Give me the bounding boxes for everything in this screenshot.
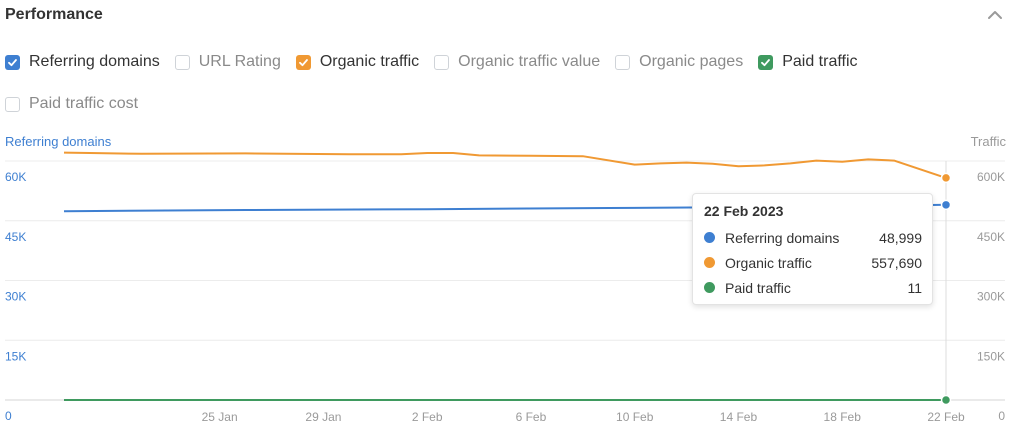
x-tick-label: 18 Feb	[824, 410, 862, 424]
left-axis-title: Referring domains	[5, 134, 112, 149]
series-point-referring-domains	[940, 199, 952, 211]
tooltip-series-value: 557,690	[871, 254, 922, 271]
checkbox-checked-icon[interactable]	[758, 54, 774, 70]
x-tick-label: 6 Feb	[516, 410, 547, 424]
right-tick-label: 300K	[977, 290, 1005, 304]
tooltip-series-name: Paid traffic	[725, 279, 791, 296]
tooltip-row: Paid traffic 11	[704, 275, 922, 300]
x-tick-label: 10 Feb	[616, 410, 654, 424]
checkbox-paid-traffic-cost[interactable]: Paid traffic cost	[5, 95, 138, 113]
right-axis-title: Traffic	[970, 134, 1006, 149]
checkbox-label: Referring domains	[29, 53, 160, 70]
tooltip-series-name: Organic traffic	[725, 254, 812, 271]
checkbox-organic-traffic[interactable]: Organic traffic	[295, 53, 420, 71]
series-dot-icon	[704, 232, 715, 243]
panel-title: Performance	[5, 6, 103, 23]
checkbox-label: URL Rating	[198, 53, 281, 70]
checkbox-paid-traffic[interactable]: Paid traffic	[758, 53, 858, 71]
checkbox-label: Paid traffic cost	[29, 95, 139, 112]
checkbox-unchecked-icon[interactable]	[434, 54, 450, 70]
series-point-organic-traffic	[940, 172, 952, 184]
x-tick-label: 2 Feb	[412, 410, 443, 424]
left-tick-label: 60K	[5, 170, 26, 184]
checkbox-checked-icon[interactable]	[295, 54, 311, 70]
chevron-up-icon[interactable]	[986, 8, 1004, 22]
x-tick-label: 22 Feb	[927, 410, 965, 424]
checkbox-unchecked-icon[interactable]	[5, 96, 20, 112]
tooltip-series-name: Referring domains	[725, 229, 840, 246]
checkbox-label: Organic traffic	[319, 53, 420, 70]
series-dot-icon	[704, 257, 715, 268]
right-tick-label: 600K	[977, 170, 1005, 184]
checkbox-unchecked-icon[interactable]	[174, 54, 190, 70]
left-tick-label: 30K	[5, 290, 26, 304]
right-tick-label: 450K	[977, 230, 1005, 244]
checkbox-label: Organic traffic value	[458, 53, 601, 70]
tooltip-row: Referring domains 48,999	[704, 225, 922, 250]
right-tick-label: 150K	[977, 349, 1005, 363]
checkbox-organic-traffic-value[interactable]: Organic traffic value	[434, 53, 600, 71]
x-tick-label: 29 Jan	[305, 410, 341, 424]
left-tick-label: 15K	[5, 349, 26, 363]
series-toggles-row-2: Paid traffic cost	[5, 95, 153, 113]
tooltip-series-value: 48,999	[879, 229, 922, 246]
checkbox-organic-pages[interactable]: Organic pages	[615, 53, 743, 71]
chart-tooltip: 22 Feb 2023 Referring domains 48,999 Org…	[692, 193, 933, 305]
series-toggles-row-1: Referring domains URL Rating Organic traff…	[5, 53, 873, 71]
x-tick-label: 14 Feb	[720, 410, 758, 424]
tooltip-series-value: 11	[907, 279, 922, 296]
series-dot-icon	[704, 282, 715, 293]
tooltip-row: Organic traffic 557,690	[704, 250, 922, 275]
left-tick-label: 45K	[5, 230, 26, 244]
checkbox-url-rating[interactable]: URL Rating	[174, 53, 281, 71]
series-line-organic-traffic	[63, 151, 947, 179]
checkbox-checked-icon[interactable]	[5, 54, 20, 70]
checkbox-unchecked-icon[interactable]	[615, 54, 631, 70]
series-point-paid-traffic	[940, 394, 952, 406]
checkbox-referring-domains[interactable]: Referring domains	[5, 53, 160, 71]
checkbox-label: Paid traffic	[782, 53, 858, 70]
left-tick-label: 0	[5, 409, 12, 423]
x-tick-label: 25 Jan	[202, 410, 238, 424]
right-tick-label: 0	[998, 409, 1005, 423]
checkbox-label: Organic pages	[639, 53, 744, 70]
tooltip-date: 22 Feb 2023	[704, 203, 784, 219]
